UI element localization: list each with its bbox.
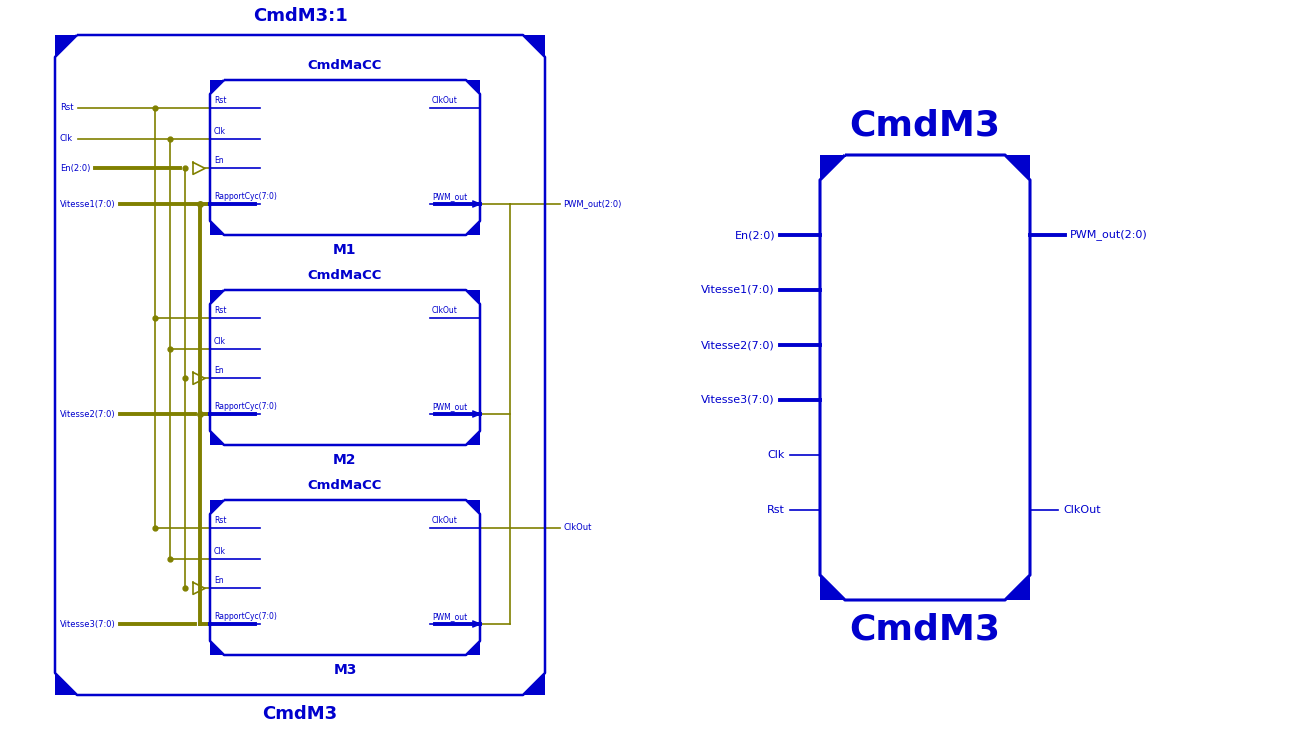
Text: CmdMaCC: CmdMaCC xyxy=(308,269,382,282)
Polygon shape xyxy=(210,500,224,514)
Text: CmdM3: CmdM3 xyxy=(849,612,1000,646)
Text: Rst: Rst xyxy=(214,306,226,315)
Polygon shape xyxy=(466,431,480,445)
Polygon shape xyxy=(820,155,845,180)
Polygon shape xyxy=(210,641,224,655)
Text: CmdM3:1: CmdM3:1 xyxy=(252,7,347,25)
Text: En(2:0): En(2:0) xyxy=(735,230,775,240)
Polygon shape xyxy=(1005,155,1030,180)
Text: Rst: Rst xyxy=(60,103,74,112)
Text: En: En xyxy=(214,366,224,375)
Polygon shape xyxy=(1005,575,1030,600)
Text: Vitesse2(7:0): Vitesse2(7:0) xyxy=(60,409,115,418)
Text: Clk: Clk xyxy=(767,450,785,460)
Text: PWM_out(2:0): PWM_out(2:0) xyxy=(1070,229,1148,241)
Text: M2: M2 xyxy=(334,453,357,467)
Polygon shape xyxy=(523,35,545,57)
Text: En(2:0): En(2:0) xyxy=(60,164,91,173)
Polygon shape xyxy=(466,80,480,94)
Text: Rst: Rst xyxy=(214,516,226,525)
Text: M1: M1 xyxy=(334,243,357,257)
Text: Clk: Clk xyxy=(60,134,74,143)
Text: CmdMaCC: CmdMaCC xyxy=(308,479,382,492)
Text: ClkOut: ClkOut xyxy=(563,524,591,533)
Polygon shape xyxy=(210,290,224,304)
Text: Clk: Clk xyxy=(214,127,226,136)
Text: Vitesse1(7:0): Vitesse1(7:0) xyxy=(60,199,115,208)
Polygon shape xyxy=(210,221,224,235)
Polygon shape xyxy=(466,290,480,304)
Polygon shape xyxy=(820,575,845,600)
Text: CmdM3: CmdM3 xyxy=(263,705,338,723)
Text: Rst: Rst xyxy=(767,505,785,515)
Text: Vitesse3(7:0): Vitesse3(7:0) xyxy=(60,619,115,628)
Text: ClkOut: ClkOut xyxy=(432,96,458,105)
Polygon shape xyxy=(56,35,78,57)
Text: ClkOut: ClkOut xyxy=(1062,505,1101,515)
Text: M3: M3 xyxy=(334,663,357,677)
Text: Rst: Rst xyxy=(214,96,226,105)
Polygon shape xyxy=(523,673,545,695)
Text: Vitesse1(7:0): Vitesse1(7:0) xyxy=(701,285,775,295)
Text: Vitesse3(7:0): Vitesse3(7:0) xyxy=(701,395,775,405)
Text: ClkOut: ClkOut xyxy=(432,516,458,525)
Text: En: En xyxy=(214,577,224,586)
Polygon shape xyxy=(210,80,224,94)
Text: CmdM3: CmdM3 xyxy=(849,109,1000,143)
Text: Clk: Clk xyxy=(214,337,226,346)
Text: PWM_out: PWM_out xyxy=(432,612,467,621)
Text: Clk: Clk xyxy=(214,547,226,556)
Text: CmdMaCC: CmdMaCC xyxy=(308,59,382,72)
Text: ClkOut: ClkOut xyxy=(432,306,458,315)
Polygon shape xyxy=(466,221,480,235)
Text: RapportCyc(7:0): RapportCyc(7:0) xyxy=(214,192,277,201)
Text: RapportCyc(7:0): RapportCyc(7:0) xyxy=(214,612,277,621)
Text: Vitesse2(7:0): Vitesse2(7:0) xyxy=(701,340,775,350)
Polygon shape xyxy=(466,641,480,655)
Polygon shape xyxy=(210,431,224,445)
Text: En: En xyxy=(214,156,224,165)
Polygon shape xyxy=(466,500,480,514)
Polygon shape xyxy=(56,673,78,695)
Text: PWM_out(2:0): PWM_out(2:0) xyxy=(563,199,621,208)
Text: RapportCyc(7:0): RapportCyc(7:0) xyxy=(214,402,277,411)
Text: PWM_out: PWM_out xyxy=(432,192,467,201)
Text: PWM_out: PWM_out xyxy=(432,402,467,411)
